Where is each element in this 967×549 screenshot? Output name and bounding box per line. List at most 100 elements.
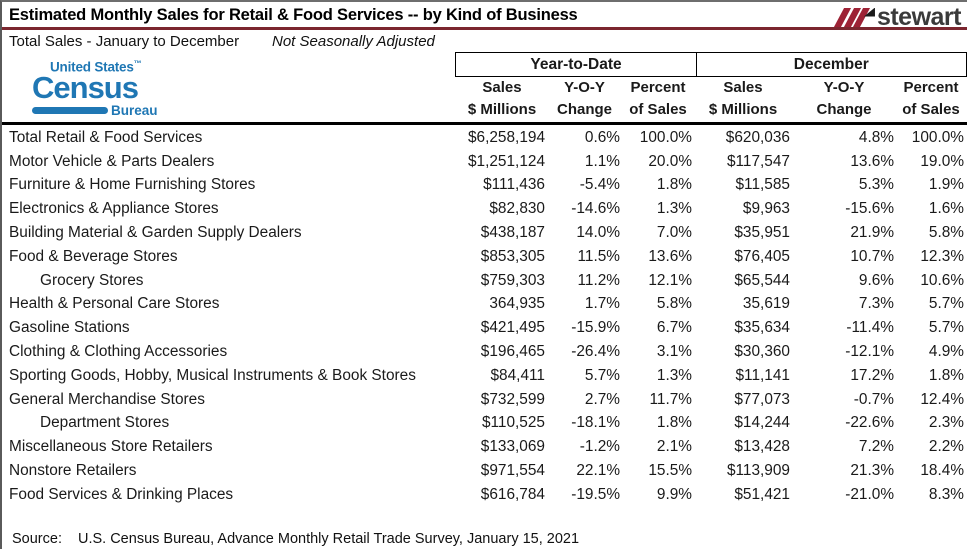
- row-label: Grocery Stores: [40, 271, 144, 289]
- cell-ytd-yoy-change: -14.6%: [571, 200, 620, 218]
- cell-dec-percent-of-sales: 1.9%: [928, 176, 964, 194]
- table-row: Clothing & Clothing Accessories $196,465 -…: [2, 340, 967, 364]
- column-header-ytd-sales: Sales $ Millions: [467, 79, 537, 118]
- cell-ytd-yoy-change: -26.4%: [571, 343, 620, 361]
- column-subheaders: Sales $ Millions Y-O-Y Change Percent of Sa…: [2, 77, 967, 121]
- cell-ytd-sales: $84,411: [490, 366, 546, 384]
- cell-ytd-sales: $133,069: [480, 438, 545, 456]
- group-header-year-to-date: Year-to-Date: [455, 52, 697, 77]
- census-logo-census: Census: [32, 69, 139, 105]
- cell-dec-yoy-change: -12.1%: [845, 343, 894, 361]
- cell-dec-yoy-change: 9.6%: [858, 271, 894, 289]
- row-label: Gasoline Stations: [9, 319, 130, 337]
- cell-dec-yoy-change: -15.6%: [845, 200, 894, 218]
- cell-dec-percent-of-sales: 8.3%: [928, 485, 964, 503]
- table-row: Department Stores $110,525 -18.1% 1.8% $14,2…: [2, 412, 967, 436]
- row-label: Food & Beverage Stores: [9, 247, 178, 265]
- cell-ytd-sales: $759,303: [480, 271, 545, 289]
- row-label: Electronics & Appliance Stores: [9, 200, 219, 218]
- cell-ytd-yoy-change: 5.7%: [584, 366, 620, 384]
- cell-dec-yoy-change: 4.8%: [858, 128, 894, 146]
- cell-dec-percent-of-sales: 5.7%: [928, 319, 964, 337]
- table-row: Gasoline Stations $421,495 -15.9% 6.7% $35,6…: [2, 316, 967, 340]
- cell-dec-sales: $30,360: [734, 343, 790, 361]
- cell-ytd-yoy-change: 2.7%: [584, 390, 620, 408]
- cell-dec-sales: 35,619: [742, 295, 790, 313]
- table-row: Health & Personal Care Stores 364,935 1.7%…: [2, 293, 967, 317]
- group-header-december: December: [695, 52, 967, 77]
- cell-ytd-sales: $616,784: [480, 485, 545, 503]
- table-row: Miscellaneous Store Retailers $133,069 -1.…: [2, 435, 967, 459]
- cell-ytd-yoy-change: 11.5%: [577, 247, 621, 265]
- census-logo-bar: [32, 106, 108, 114]
- cell-ytd-percent-of-sales: 13.6%: [648, 247, 692, 265]
- cell-ytd-yoy-change: -15.9%: [571, 319, 620, 337]
- cell-ytd-sales: 364,935: [489, 295, 545, 313]
- cell-dec-yoy-change: -22.6%: [845, 414, 894, 432]
- cell-ytd-yoy-change: -18.1%: [571, 414, 620, 432]
- cell-dec-yoy-change: 10.7%: [850, 247, 894, 265]
- cell-ytd-yoy-change: 22.1%: [576, 462, 620, 480]
- table-row: Motor Vehicle & Parts Dealers $1,251,124 1…: [2, 150, 967, 174]
- cell-dec-yoy-change: 7.3%: [858, 295, 894, 313]
- cell-ytd-yoy-change: -1.2%: [579, 438, 620, 456]
- cell-ytd-yoy-change: 14.0%: [576, 224, 620, 242]
- cell-dec-yoy-change: 21.9%: [850, 224, 894, 242]
- cell-dec-percent-of-sales: 100.0%: [911, 128, 964, 146]
- cell-ytd-percent-of-sales: 1.8%: [656, 414, 692, 432]
- source-text: U.S. Census Bureau, Advance Monthly Reta…: [77, 531, 580, 547]
- cell-ytd-percent-of-sales: 1.8%: [656, 176, 692, 194]
- cell-ytd-percent-of-sales: 20.0%: [648, 152, 692, 170]
- cell-ytd-percent-of-sales: 5.8%: [656, 295, 692, 313]
- cell-dec-percent-of-sales: 1.6%: [928, 200, 964, 218]
- cell-dec-yoy-change: 5.3%: [858, 176, 894, 194]
- cell-dec-sales: $117,547: [726, 152, 790, 170]
- page-title: Estimated Monthly Sales for Retail & Foo…: [9, 6, 578, 24]
- cell-dec-sales: $11,141: [735, 366, 791, 384]
- row-label: Health & Personal Care Stores: [9, 295, 220, 313]
- census-logo-united-states: United States™: [50, 59, 142, 75]
- cell-ytd-percent-of-sales: 7.0%: [656, 224, 692, 242]
- cell-ytd-yoy-change: 0.6%: [584, 128, 620, 146]
- cell-ytd-percent-of-sales: 100.0%: [639, 128, 692, 146]
- cell-dec-percent-of-sales: 5.7%: [928, 295, 964, 313]
- table-row: Nonstore Retailers $971,554 22.1% 15.5% $113…: [2, 459, 967, 483]
- cell-dec-yoy-change: 7.2%: [858, 438, 894, 456]
- cell-dec-percent-of-sales: 2.2%: [928, 438, 964, 456]
- cell-dec-percent-of-sales: 10.6%: [920, 271, 964, 289]
- source-note: Source: U.S. Census Bureau, Advance Month…: [12, 531, 579, 547]
- cell-dec-percent-of-sales: 18.4%: [920, 462, 964, 480]
- cell-ytd-yoy-change: 1.7%: [584, 295, 620, 313]
- cell-ytd-sales: $110,525: [481, 414, 545, 432]
- cell-dec-percent-of-sales: 4.9%: [928, 343, 964, 361]
- row-label: General Merchandise Stores: [9, 390, 205, 408]
- stewart-arrow-icon: [863, 7, 875, 17]
- cell-ytd-sales: $1,251,124: [467, 152, 545, 170]
- cell-ytd-percent-of-sales: 1.3%: [656, 366, 692, 384]
- table-row: Grocery Stores $759,303 11.2% 12.1% $65,544 9…: [2, 269, 967, 293]
- row-label: Food Services & Drinking Places: [9, 485, 234, 503]
- cell-dec-sales: $13,428: [734, 438, 790, 456]
- stewart-logo-text: stewart: [876, 2, 962, 31]
- row-label: Department Stores: [40, 414, 170, 432]
- subtitle-note: Not Seasonally Adjusted: [272, 33, 435, 50]
- cell-ytd-percent-of-sales: 11.7%: [649, 390, 693, 408]
- cell-ytd-yoy-change: -19.5%: [571, 485, 620, 503]
- row-label: Clothing & Clothing Accessories: [9, 343, 228, 361]
- table-row: Food & Beverage Stores $853,305 11.5% 13.6%…: [2, 245, 967, 269]
- cell-dec-yoy-change: 17.2%: [850, 366, 894, 384]
- cell-dec-percent-of-sales: 19.0%: [920, 152, 964, 170]
- cell-ytd-sales: $732,599: [480, 390, 545, 408]
- source-label: Source:: [12, 531, 62, 547]
- row-label: Sporting Goods, Hobby, Musical Instrumen…: [9, 366, 416, 384]
- cell-ytd-percent-of-sales: 1.3%: [656, 200, 692, 218]
- cell-dec-sales: $35,634: [734, 319, 790, 337]
- cell-ytd-percent-of-sales: 9.9%: [656, 485, 692, 503]
- table-row: Sporting Goods, Hobby, Musical Instrumen…: [2, 364, 967, 388]
- cell-dec-sales: $11,585: [735, 176, 791, 194]
- cell-dec-percent-of-sales: 2.3%: [928, 414, 964, 432]
- cell-ytd-sales: $971,554: [480, 462, 545, 480]
- cell-dec-sales: $65,544: [734, 271, 790, 289]
- cell-dec-yoy-change: -11.4%: [846, 319, 894, 337]
- cell-dec-sales: $35,951: [734, 224, 790, 242]
